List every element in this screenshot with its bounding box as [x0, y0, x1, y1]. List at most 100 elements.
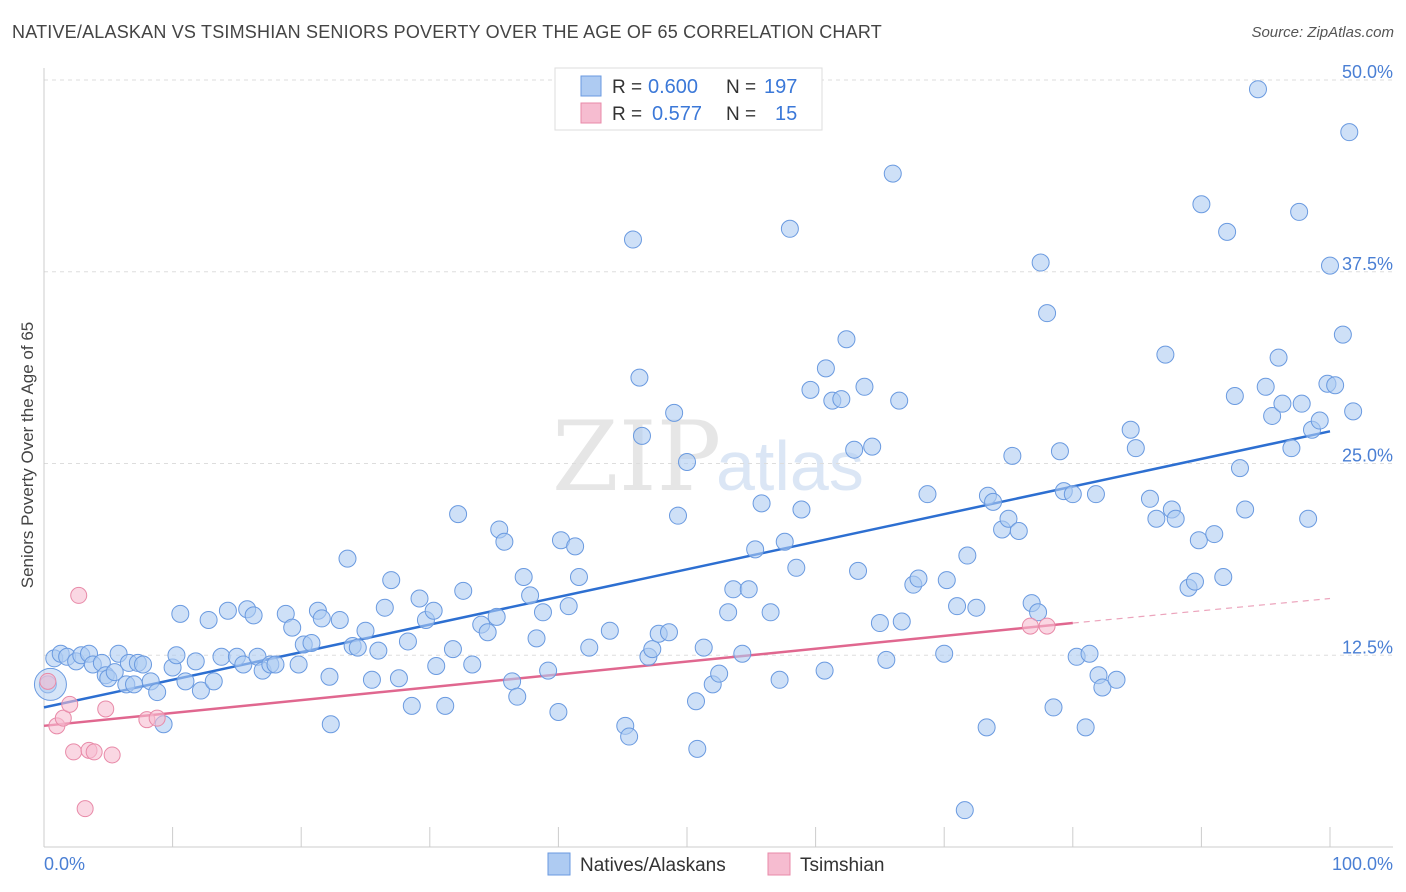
- data-point-natives: [659, 623, 678, 642]
- y-axis-title: Seniors Poverty Over the Age of 65: [18, 322, 37, 588]
- watermark-atlas: atlas: [716, 427, 864, 505]
- data-point-natives: [527, 629, 546, 648]
- data-point-natives: [105, 663, 124, 682]
- data-point-natives: [1236, 500, 1255, 519]
- data-point-natives: [1263, 406, 1282, 425]
- data-point-natives: [369, 641, 388, 660]
- bottom-legend-swatch-blue: [547, 852, 571, 876]
- data-point-natives: [1107, 670, 1126, 689]
- data-point-tsimshian: [97, 700, 115, 718]
- data-point-natives: [549, 703, 568, 722]
- data-point-natives: [508, 687, 527, 706]
- y-tick-label: 12.5%: [1342, 637, 1393, 657]
- data-point-natives: [816, 359, 835, 378]
- data-point-natives: [1003, 446, 1022, 465]
- data-point-natives: [1086, 485, 1105, 504]
- y-tick-label: 50.0%: [1342, 62, 1393, 82]
- data-point-natives: [739, 580, 758, 599]
- data-point-natives: [1299, 509, 1318, 528]
- data-point-natives: [1044, 698, 1063, 717]
- data-point-natives: [1205, 525, 1224, 544]
- data-point-natives: [1269, 348, 1288, 367]
- data-point-natives: [449, 505, 468, 524]
- data-point-natives: [849, 561, 868, 580]
- data-point-natives: [443, 640, 462, 659]
- data-point-natives: [283, 618, 302, 637]
- data-point-natives: [630, 368, 649, 387]
- legend-n-label-blue: N =: [726, 77, 756, 98]
- data-point-natives: [870, 614, 889, 633]
- data-point-natives: [600, 621, 619, 640]
- data-point-natives: [389, 669, 408, 688]
- data-point-natives: [733, 644, 752, 663]
- x-tick-label-min: 0.0%: [44, 854, 85, 874]
- data-point-natives: [1050, 442, 1069, 461]
- data-point-tsimshian: [1021, 617, 1039, 635]
- data-point-natives: [780, 219, 799, 238]
- data-point-natives: [559, 597, 578, 616]
- data-point-natives: [724, 580, 743, 599]
- legend-n-value-blue: 197: [764, 76, 797, 98]
- data-point-natives: [487, 607, 506, 626]
- data-point-natives: [837, 330, 856, 349]
- series-legend: Natives/Alaskans Tsimshian: [547, 852, 884, 876]
- data-point-natives: [688, 739, 707, 758]
- data-point-natives: [1248, 80, 1267, 99]
- data-point-natives: [1218, 222, 1237, 241]
- data-point-tsimshian: [39, 672, 57, 690]
- data-point-natives: [999, 509, 1018, 528]
- data-point-natives: [892, 612, 911, 631]
- data-point-natives: [719, 603, 738, 622]
- data-point-natives: [883, 164, 902, 183]
- data-point-natives: [320, 667, 339, 686]
- data-point-natives: [694, 638, 713, 657]
- data-point-tsimshian: [54, 709, 72, 727]
- data-point-natives: [1230, 459, 1249, 478]
- data-point-natives: [1121, 420, 1140, 439]
- data-point-natives: [356, 621, 375, 640]
- data-point-natives: [775, 532, 794, 551]
- data-point-natives: [330, 610, 349, 629]
- data-point-natives: [410, 589, 429, 608]
- legend-swatch-pink: [580, 102, 602, 124]
- data-point-natives: [167, 646, 186, 665]
- data-point-natives: [218, 601, 237, 620]
- data-point-natives: [1147, 509, 1166, 528]
- data-point-natives: [1185, 572, 1204, 591]
- data-point-natives: [752, 494, 771, 513]
- data-point-natives: [1273, 394, 1292, 413]
- data-point-natives: [620, 727, 639, 746]
- data-point-natives: [1140, 489, 1159, 508]
- data-point-natives: [199, 610, 218, 629]
- data-point-natives: [244, 606, 263, 625]
- data-point-natives: [125, 675, 144, 694]
- data-point-natives: [148, 683, 167, 702]
- series-tsimshian: [39, 586, 1056, 818]
- data-point-natives: [1009, 521, 1028, 540]
- data-point-tsimshian: [85, 743, 103, 761]
- data-point-natives: [1029, 603, 1048, 622]
- data-point-natives: [463, 655, 482, 674]
- y-tick-label: 37.5%: [1342, 254, 1393, 274]
- data-point-natives: [967, 598, 986, 617]
- data-point-tsimshian: [76, 800, 94, 818]
- legend-r-label-blue: R =: [612, 77, 642, 98]
- data-point-natives: [362, 670, 381, 689]
- data-point-natives: [1093, 678, 1112, 697]
- data-point-natives: [890, 391, 909, 410]
- data-point-natives: [176, 672, 195, 691]
- trendline-tsimshian: [43, 621, 1073, 728]
- data-point-natives: [984, 492, 1003, 511]
- data-point-natives: [1310, 411, 1329, 430]
- data-point-natives: [787, 558, 806, 577]
- data-point-natives: [958, 546, 977, 565]
- data-point-natives: [761, 603, 780, 622]
- data-point-natives: [569, 568, 588, 587]
- y-tick-label: 25.0%: [1342, 446, 1393, 466]
- data-point-natives: [454, 581, 473, 600]
- data-point-tsimshian: [65, 743, 83, 761]
- data-point-natives: [402, 696, 421, 715]
- data-point-natives: [580, 638, 599, 657]
- data-point-natives: [863, 437, 882, 456]
